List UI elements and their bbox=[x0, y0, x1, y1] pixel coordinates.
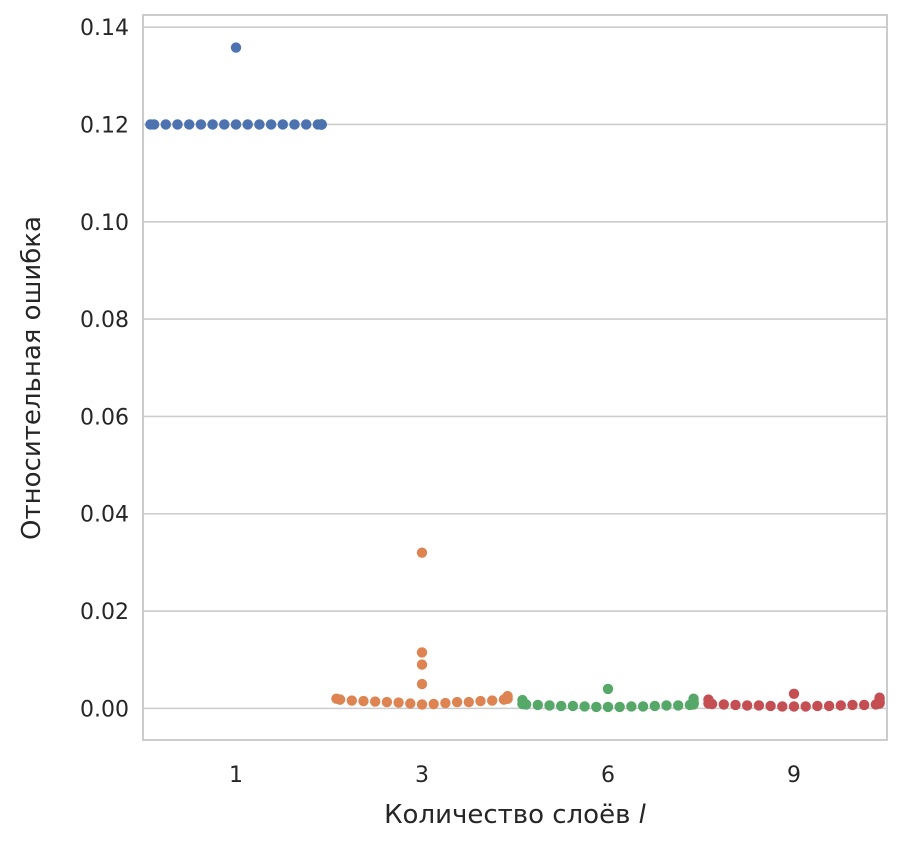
data-point-layers-1 bbox=[184, 119, 195, 130]
plot-frame bbox=[142, 14, 888, 741]
y-tick-label: 0.10 bbox=[80, 211, 129, 236]
data-point-layers-1 bbox=[230, 42, 242, 53]
x-tick-label: 9 bbox=[787, 763, 801, 788]
data-point-layers-9 bbox=[753, 700, 765, 711]
data-point-layers-1 bbox=[195, 119, 207, 130]
data-point-layers-6 bbox=[602, 701, 614, 713]
y-tick-labels: 0.00 0.02 0.04 0.06 0.08 0.10 0.12 0.14 bbox=[80, 16, 129, 722]
data-point-layers-6 bbox=[637, 701, 649, 712]
data-point-layers-3 bbox=[440, 697, 451, 709]
data-point-layers-3 bbox=[463, 696, 474, 708]
data-point-layers-3 bbox=[416, 659, 428, 670]
data-point-layers-6 bbox=[517, 694, 528, 706]
y-tick-label: 0.00 bbox=[80, 697, 129, 722]
data-point-layers-3 bbox=[346, 695, 357, 706]
data-point-layers-3 bbox=[358, 695, 369, 707]
y-axis-label: Относительная ошибка bbox=[17, 216, 47, 540]
data-point-layers-1 bbox=[277, 119, 288, 130]
data-point-layers-3 bbox=[451, 696, 463, 708]
data-point-layers-6 bbox=[688, 693, 699, 704]
data-point-layers-9 bbox=[703, 694, 714, 705]
x-tick-label: 6 bbox=[601, 763, 615, 788]
data-point-layers-6 bbox=[661, 700, 672, 711]
data-point-layers-3 bbox=[393, 697, 404, 708]
data-point-layers-9 bbox=[730, 699, 741, 711]
data-point-layers-1 bbox=[230, 119, 242, 130]
data-point-layers-1 bbox=[145, 119, 156, 130]
data-point-layers-3 bbox=[416, 678, 428, 690]
data-point-layers-3 bbox=[502, 691, 513, 702]
data-point-layers-9 bbox=[742, 700, 753, 711]
data-points bbox=[145, 42, 885, 713]
data-point-layers-1 bbox=[242, 119, 253, 130]
data-point-layers-9 bbox=[800, 701, 811, 712]
data-point-layers-1 bbox=[160, 119, 171, 130]
data-point-layers-1 bbox=[254, 119, 265, 130]
y-tick-label: 0.12 bbox=[80, 113, 129, 138]
x-axis-label-var: l bbox=[639, 800, 647, 830]
data-point-layers-1 bbox=[301, 119, 312, 130]
data-point-layers-9 bbox=[777, 701, 788, 712]
data-point-layers-1 bbox=[316, 119, 327, 130]
x-tick-label: 1 bbox=[229, 763, 243, 788]
data-point-layers-6 bbox=[591, 701, 602, 713]
data-point-layers-3 bbox=[381, 696, 393, 708]
data-point-layers-9 bbox=[874, 692, 885, 703]
data-point-layers-6 bbox=[567, 700, 579, 712]
data-point-layers-9 bbox=[765, 700, 776, 712]
data-point-layers-6 bbox=[556, 700, 567, 712]
data-point-layers-3 bbox=[416, 547, 428, 558]
y-tick-label: 0.14 bbox=[80, 16, 129, 41]
data-point-layers-1 bbox=[219, 119, 230, 130]
x-tick-labels: 1 3 6 9 bbox=[229, 763, 801, 788]
x-axis-label: Количество слоёв l bbox=[384, 800, 647, 830]
data-point-layers-3 bbox=[405, 698, 416, 709]
data-point-layers-3 bbox=[487, 695, 498, 706]
data-point-layers-6 bbox=[614, 701, 625, 713]
data-point-layers-6 bbox=[579, 701, 590, 712]
data-point-layers-6 bbox=[532, 699, 543, 711]
data-point-layers-3 bbox=[370, 696, 381, 707]
data-point-layers-3 bbox=[475, 695, 486, 707]
y-tick-label: 0.04 bbox=[80, 503, 129, 528]
data-point-layers-3 bbox=[428, 698, 439, 710]
data-point-layers-6 bbox=[649, 700, 660, 712]
data-point-layers-6 bbox=[602, 683, 614, 695]
y-tick-label: 0.08 bbox=[80, 308, 129, 333]
data-point-layers-1 bbox=[265, 119, 277, 130]
data-point-layers-1 bbox=[207, 119, 218, 130]
data-point-layers-9 bbox=[788, 701, 800, 712]
data-point-layers-9 bbox=[859, 699, 870, 711]
data-point-layers-3 bbox=[416, 699, 428, 710]
data-point-layers-6 bbox=[673, 700, 684, 711]
y-tick-label: 0.06 bbox=[80, 405, 129, 430]
data-point-layers-3 bbox=[331, 693, 342, 704]
x-axis-label-text: Количество слоёв bbox=[384, 800, 630, 830]
data-point-layers-9 bbox=[823, 700, 835, 712]
data-point-layers-9 bbox=[718, 699, 729, 710]
data-point-layers-9 bbox=[812, 700, 823, 712]
data-point-layers-6 bbox=[626, 701, 637, 712]
data-point-layers-1 bbox=[172, 119, 183, 130]
data-point-layers-1 bbox=[289, 119, 300, 130]
data-point-layers-9 bbox=[788, 688, 800, 699]
data-point-layers-6 bbox=[544, 700, 555, 711]
data-point-layers-3 bbox=[416, 647, 428, 658]
data-point-layers-9 bbox=[847, 699, 858, 711]
y-tick-label: 0.02 bbox=[80, 600, 129, 625]
data-point-layers-9 bbox=[835, 700, 846, 711]
x-tick-label: 3 bbox=[415, 763, 429, 788]
